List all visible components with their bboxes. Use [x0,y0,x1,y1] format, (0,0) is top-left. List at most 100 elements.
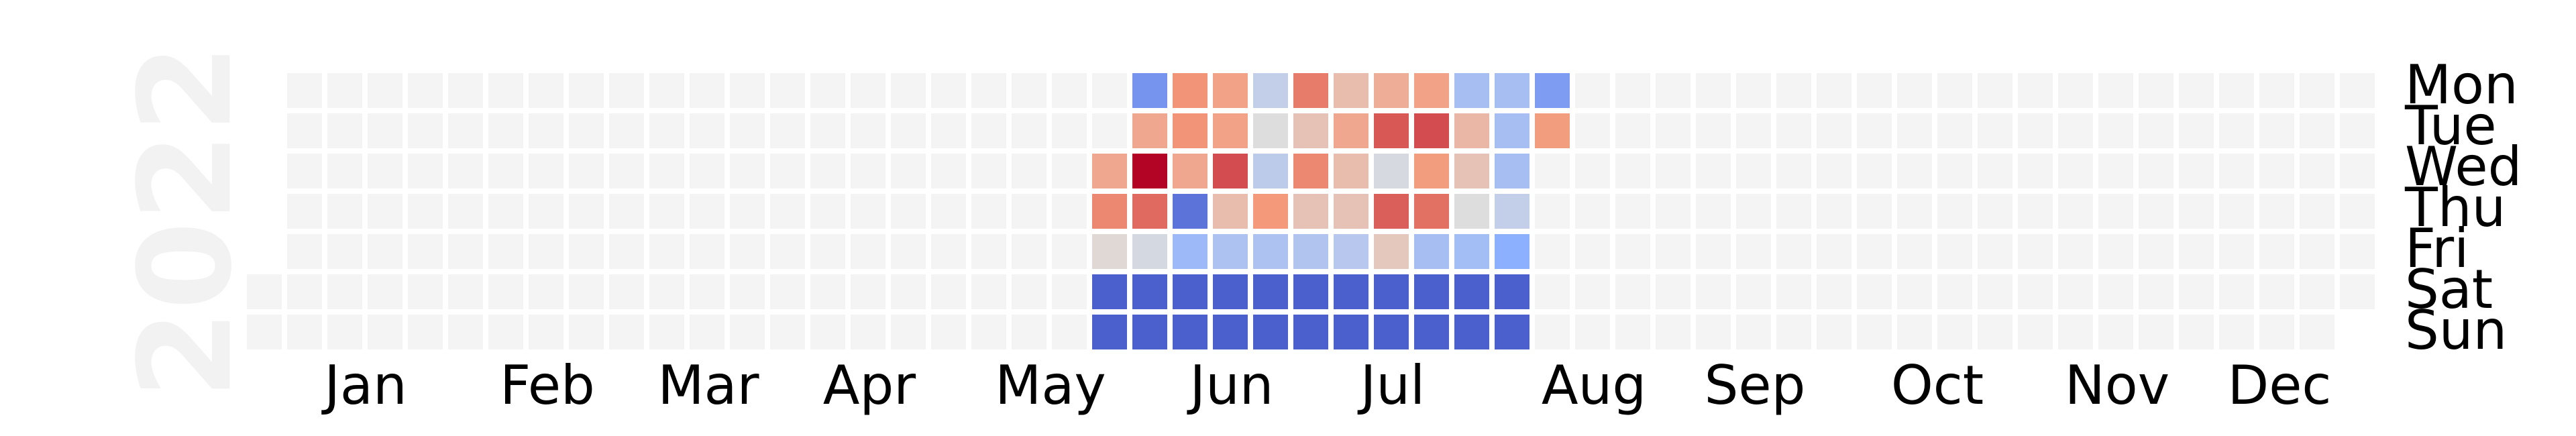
heatmap-cell-empty [368,274,402,309]
heatmap-cell-empty [287,154,322,188]
heatmap-cell [1454,73,1489,108]
heatmap-cell [1132,73,1167,108]
heatmap-cell [1334,315,1368,349]
heatmap-cell-empty [1052,154,1087,188]
heatmap-cell [1414,194,1449,229]
heatmap-cell [1414,154,1449,188]
month-label-oct: Oct [1891,354,1984,417]
heatmap-cell-empty [1696,73,1731,108]
heatmap-cell-empty [448,73,483,108]
heatmap-cell-empty [1937,274,1972,309]
heatmap-cell-empty [569,154,604,188]
heatmap-cell [1495,234,1529,269]
heatmap-cell-empty [2219,73,2254,108]
heatmap-cell-empty [408,194,443,229]
heatmap-cell [1293,315,1328,349]
heatmap-cell-empty [1736,274,1771,309]
heatmap-cell-empty [287,113,322,148]
heatmap-cell-empty [730,154,765,188]
weekday-label-tue: Tue [2404,95,2497,157]
heatmap-cell-empty [609,73,644,108]
heatmap-cell-empty [2259,234,2294,269]
heatmap-cell [1173,315,1208,349]
heatmap-cell-empty [931,73,966,108]
heatmap-cell-empty [327,274,362,309]
heatmap-cell-empty [368,154,402,188]
heatmap-cell-empty [931,234,966,269]
heatmap-cell-empty [2179,194,2214,229]
heatmap-cell-empty [2259,113,2294,148]
heatmap-cell-empty [2179,234,2214,269]
heatmap-cell [1213,154,1248,188]
heatmap-cell-empty [2300,274,2334,309]
heatmap-cell-empty [1857,154,1892,188]
heatmap-cell-empty [569,194,604,229]
heatmap-cell-empty [810,274,845,309]
heatmap-cell-empty [1052,274,1087,309]
heatmap-cell-empty [1736,113,1771,148]
heatmap-cell [1414,73,1449,108]
heatmap-cell-empty [1736,315,1771,349]
heatmap-cell-empty [368,113,402,148]
heatmap-cell-empty [1575,234,1610,269]
heatmap-cell-empty [2219,234,2254,269]
month-label-dec: Dec [2228,354,2332,417]
heatmap-cell-empty [2139,194,2174,229]
heatmap-cell-empty [488,73,523,108]
heatmap-cell-empty [529,113,564,148]
heatmap-cell-empty [1535,234,1570,269]
month-label-may: May [995,354,1106,417]
heatmap-cell-empty [730,113,765,148]
heatmap-cell-empty [2139,234,2174,269]
heatmap-cell-empty [1817,113,1851,148]
heatmap-cell-empty [488,274,523,309]
heatmap-cell-empty [1857,194,1892,229]
heatmap-cell-empty [1575,274,1610,309]
heatmap-cell-empty [770,194,805,229]
heatmap-cell-empty [529,274,564,309]
heatmap-cell-empty [2139,154,2174,188]
heatmap-cell [1334,234,1368,269]
heatmap-cell-empty [488,113,523,148]
heatmap-cell-empty [529,154,564,188]
heatmap-cell-empty [448,274,483,309]
heatmap-cell-empty [971,234,1006,269]
heatmap-cell-empty [1937,194,1972,229]
heatmap-cell-empty [1817,73,1851,108]
weekday-label-fri: Fri [2405,217,2469,280]
heatmap-cell-empty [931,113,966,148]
heatmap-cell-empty [1736,73,1771,108]
heatmap-cell-empty [649,154,684,188]
heatmap-cell-empty [448,194,483,229]
heatmap-cell-empty [971,73,1006,108]
heatmap-cell-empty [1656,234,1690,269]
heatmap-cell-empty [730,315,765,349]
heatmap-cell-empty [408,274,443,309]
heatmap-cell-empty [2179,315,2214,349]
heatmap-cell-empty [1535,274,1570,309]
heatmap-cell-empty [1656,154,1690,188]
heatmap-cell-empty [931,194,966,229]
heatmap-cell-empty [2058,73,2093,108]
heatmap-cell-empty [569,113,604,148]
heatmap-cell-empty [2300,113,2334,148]
heatmap-cell-empty [2259,154,2294,188]
heatmap-cell-empty [1978,315,2012,349]
heatmap-cell-empty [1937,315,1972,349]
month-label-jan: Jan [321,354,407,417]
heatmap-cell-empty [2058,194,2093,229]
heatmap-cell-empty [2259,315,2294,349]
heatmap-cell-empty [1776,113,1811,148]
heatmap-cell-empty [1857,113,1892,148]
heatmap-cell-empty [891,274,926,309]
heatmap-cell-empty [1857,315,1892,349]
heatmap-cell [1253,113,1288,148]
weekday-label-sat: Sat [2405,258,2493,321]
heatmap-cell-empty [2098,154,2133,188]
heatmap-cell-empty [1656,73,1690,108]
heatmap-cell-empty [2219,194,2254,229]
heatmap-cell [1173,154,1208,188]
heatmap-cell [1293,154,1328,188]
heatmap-cell [1334,194,1368,229]
heatmap-cell-empty [609,194,644,229]
